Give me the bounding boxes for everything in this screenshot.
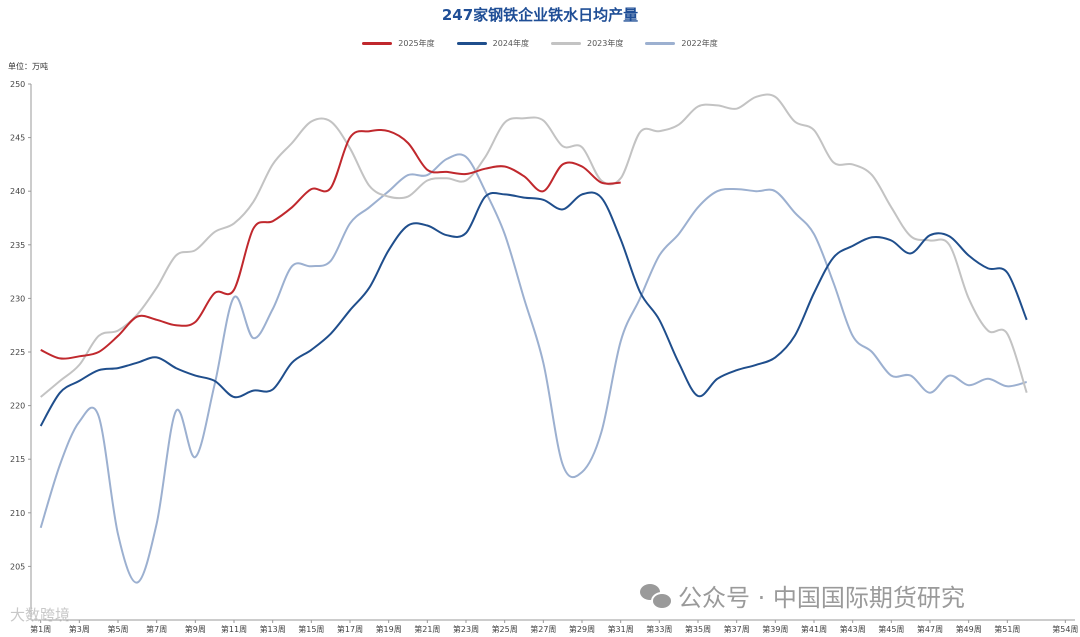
wechat-icon <box>640 583 673 610</box>
x-tick-label: 第5周 <box>107 624 128 634</box>
x-tick-label: 第29周 <box>569 624 595 634</box>
x-tick-label: 第13周 <box>260 624 286 634</box>
series-line-2023[interactable] <box>40 93 1028 398</box>
watermark-left: 大数跨境 <box>10 606 71 624</box>
x-tick-label: 第25周 <box>492 624 518 634</box>
series-line-2025[interactable] <box>40 129 621 360</box>
x-tick-label: 第54周 <box>1052 624 1078 634</box>
y-tick-label: 250 <box>10 80 25 89</box>
x-tick-label: 第49周 <box>956 624 982 634</box>
legend-item-2023[interactable]: 2023年度 <box>551 38 623 49</box>
x-tick-label: 第37周 <box>724 624 750 634</box>
x-tick-label: 第15周 <box>298 624 324 634</box>
y-tick-label: 215 <box>10 455 25 464</box>
x-tick-label: 第43周 <box>840 624 866 634</box>
y-tick-label: 240 <box>10 187 25 196</box>
legend: 2025年度 2024年度 2023年度 2022年度 <box>0 38 1080 49</box>
legend-swatch-2022 <box>645 42 676 45</box>
watermark-right: 公众号 · 中国国际期货研究 <box>640 578 965 613</box>
x-tick-label: 第27周 <box>530 624 556 634</box>
x-tick-label: 第3周 <box>69 624 90 634</box>
legend-item-2025[interactable]: 2025年度 <box>362 38 435 49</box>
legend-swatch-2024 <box>456 42 487 45</box>
y-tick-label: 220 <box>10 402 25 411</box>
x-tick-label: 第19周 <box>376 624 402 634</box>
x-tick-label: 第41周 <box>801 624 827 634</box>
series-line-2022[interactable] <box>39 153 1027 584</box>
legend-swatch-2025 <box>362 42 393 45</box>
series-lines <box>39 93 1028 584</box>
chart-title: 247家钢铁企业铁水日均产量 <box>441 6 639 24</box>
x-tick-label: 第47周 <box>917 624 943 634</box>
x-tick-label: 第17周 <box>337 624 363 634</box>
x-tick-label: 第39周 <box>762 624 788 634</box>
watermark-right-text: 公众号 · 中国国际期货研究 <box>678 584 965 612</box>
x-tick-label: 第31周 <box>608 624 634 634</box>
x-tick-label: 第21周 <box>414 624 440 634</box>
x-tick-label: 第11周 <box>221 624 247 634</box>
y-tick-label: 225 <box>10 348 25 357</box>
x-tick-label: 第33周 <box>646 624 672 634</box>
x-tick-label: 第23周 <box>453 624 479 634</box>
y-tick-label: 245 <box>10 134 25 143</box>
x-tick-label: 第9周 <box>185 624 206 634</box>
x-tick-label: 第1周 <box>30 624 51 634</box>
legend-swatch-2023 <box>551 42 581 45</box>
legend-label-2024: 2024年度 <box>492 39 529 48</box>
unit-label: 单位：万吨 <box>8 62 48 71</box>
x-tick-label: 第35周 <box>685 624 711 634</box>
y-tick-label: 210 <box>10 509 25 518</box>
legend-label-2025: 2025年度 <box>398 39 435 48</box>
series-line-2024[interactable] <box>39 191 1028 427</box>
x-tick-label: 第7周 <box>146 624 167 634</box>
legend-label-2022: 2022年度 <box>681 39 718 48</box>
y-tick-label: 230 <box>10 294 25 303</box>
legend-item-2024[interactable]: 2024年度 <box>456 38 529 49</box>
x-tick-label: 第51周 <box>994 624 1020 634</box>
y-tick-label: 205 <box>10 562 25 571</box>
x-tick-label: 第45周 <box>878 624 904 634</box>
legend-item-2022[interactable]: 2022年度 <box>645 38 718 49</box>
y-tick-label: 235 <box>10 241 25 250</box>
axes: 250 245 240 235 230 225 220 215 210 205 第1周 第3周 第5周 第… <box>10 80 1078 634</box>
legend-label-2023: 2023年度 <box>587 39 624 48</box>
